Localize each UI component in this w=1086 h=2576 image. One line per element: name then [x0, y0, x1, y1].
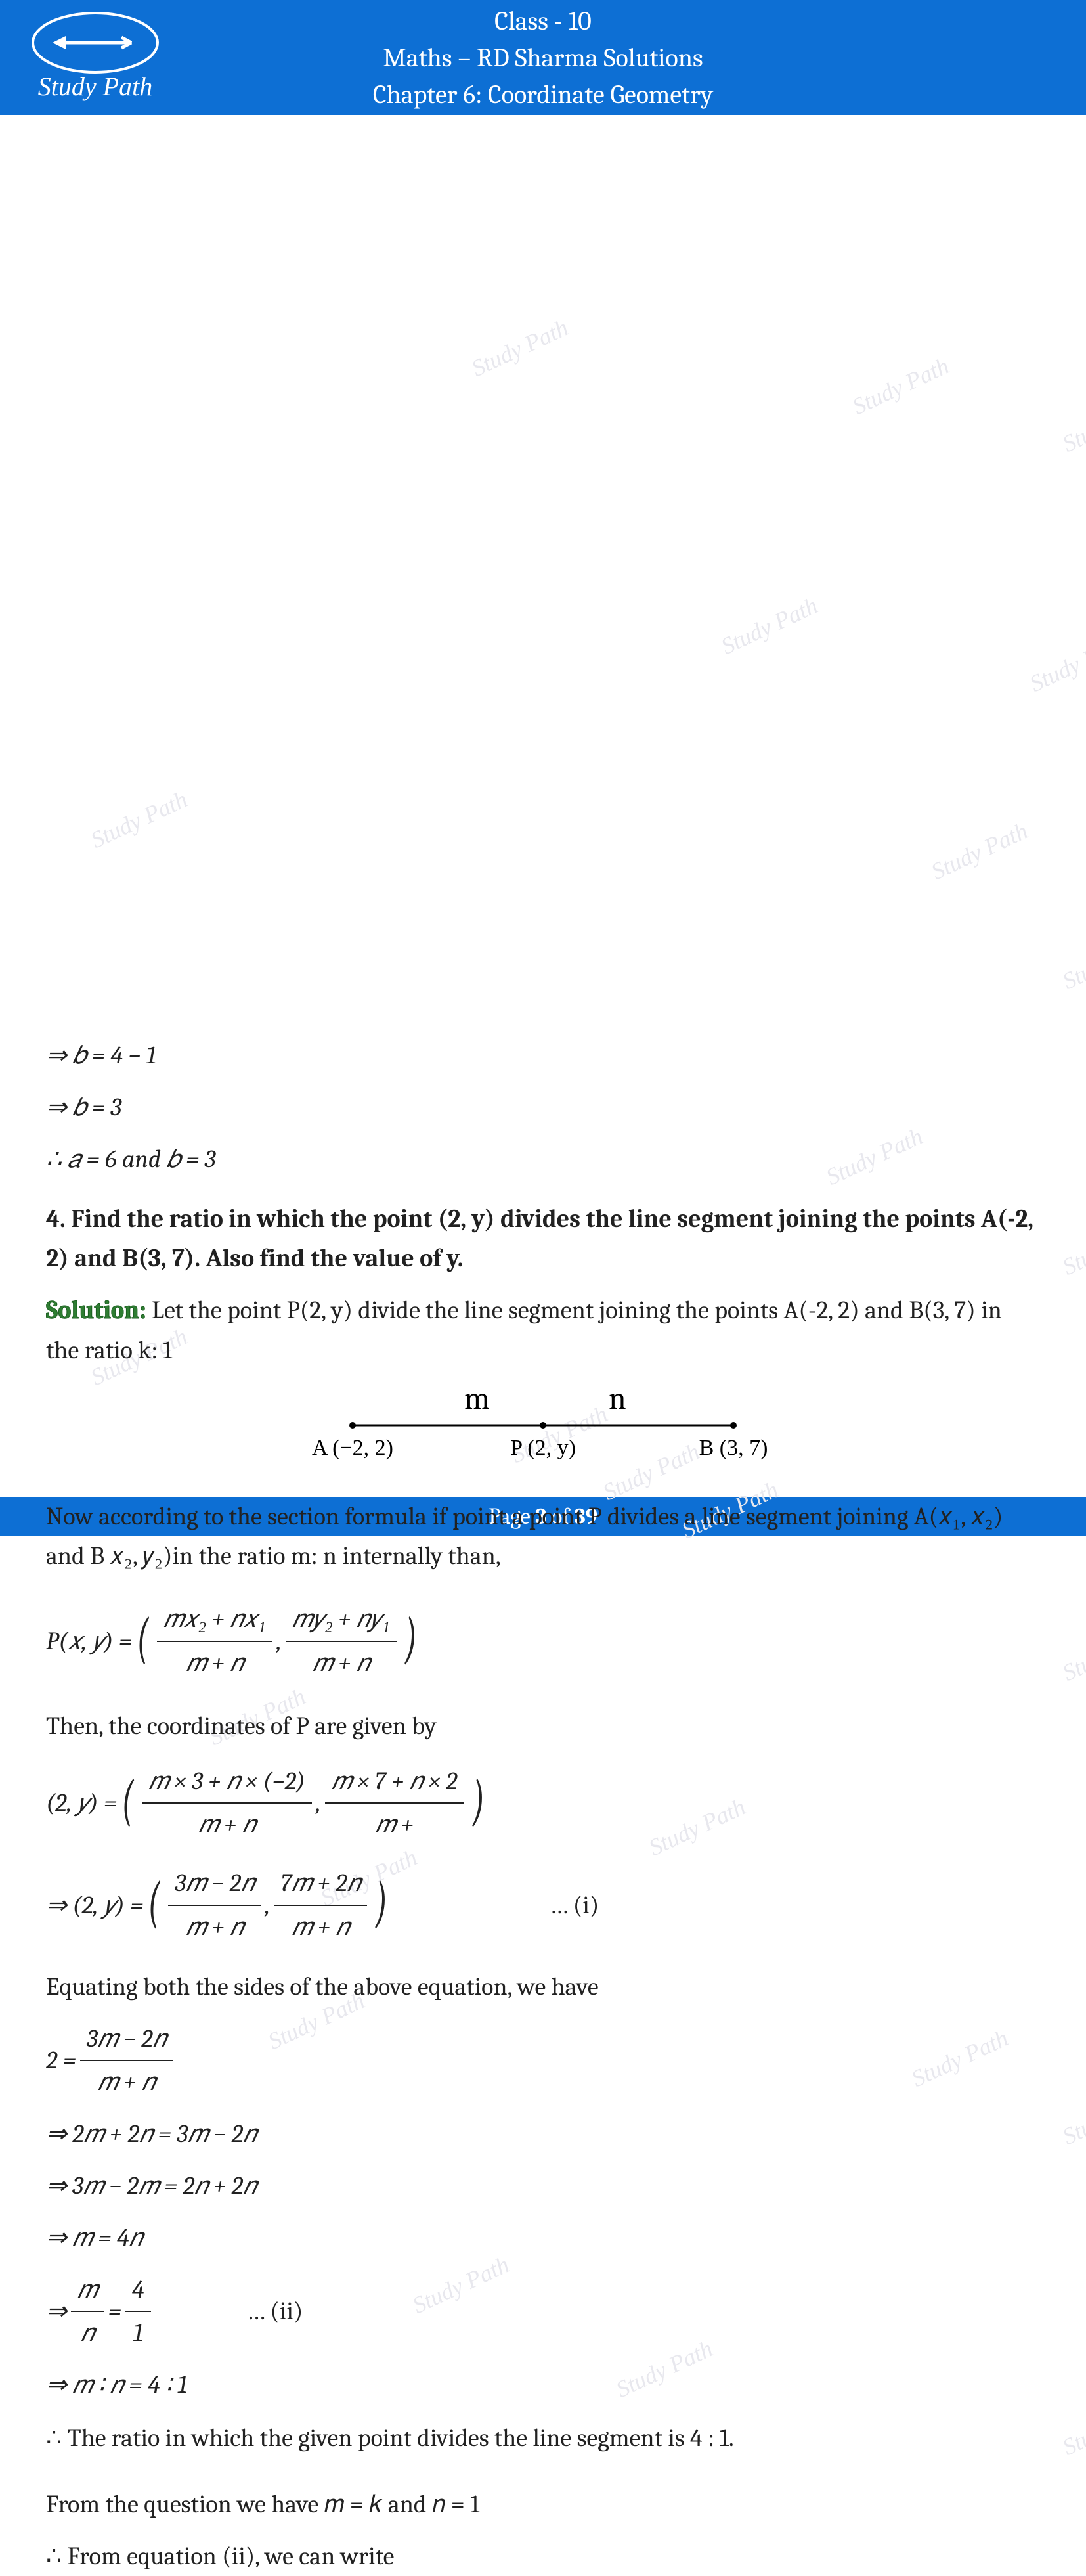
- eq-2: ⇒ 2𝑚 + 2𝑛 = 3𝑚 − 2𝑛: [46, 2114, 1040, 2154]
- comma: ,: [265, 1886, 271, 1926]
- eq-6: ⇒ 𝑚 ∶ 𝑛 = 4 ∶ 1: [46, 2365, 1040, 2405]
- coords-intro-text: Then, the coordinates of P are given by: [46, 1706, 1040, 1746]
- page-header: Study Path Class - 10 Maths – RD Sharma …: [0, 0, 1086, 115]
- eq-tag: … (i): [550, 1886, 599, 1926]
- coord-eq-1: (2, 𝑦) = ( 𝑚 × 3 + 𝑛 × (−2)𝑚 + 𝑛 , 𝑚 × 7…: [46, 1758, 1040, 1849]
- svg-text:m: m: [464, 1383, 490, 1417]
- coord-eq-2: ⇒ (2, 𝑦) = ( 3𝑚 − 2𝑛𝑚 + 𝑛 , 7𝑚 + 2𝑛𝑚 + 𝑛…: [46, 1860, 1040, 1951]
- svg-text:B (3, 7): B (3, 7): [699, 1436, 768, 1460]
- logo: Study Path: [20, 10, 171, 105]
- conclusion-1: ∴ The ratio in which the given point div…: [46, 2418, 1040, 2458]
- fraction: 7𝑚 + 2𝑛𝑚 + 𝑛: [274, 1863, 367, 1947]
- eq-lhs: ⇒ (2, 𝑦) =: [46, 1886, 143, 1926]
- eq-3: ⇒ 3𝑚 − 2𝑚 = 2𝑛 + 2𝑛: [46, 2166, 1040, 2206]
- svg-text:Study Path: Study Path: [38, 72, 152, 101]
- eq-lhs: 2 =: [46, 2041, 76, 2081]
- paren-left: (: [137, 1593, 148, 1684]
- page-content: Study Path Study Path Study Path Study P…: [0, 115, 1086, 2576]
- fraction: 𝑚𝑥₂ + 𝑛𝑥₁𝑚 + 𝑛: [157, 1599, 272, 1683]
- fraction: 𝑚𝑦₂ + 𝑛𝑦₁𝑚 + 𝑛: [286, 1599, 397, 1683]
- paren-left: (: [148, 1857, 160, 1948]
- study-path-logo-icon: Study Path: [20, 10, 171, 105]
- watermark: Study Path: [1056, 832, 1086, 1286]
- fraction: 𝑚𝑛: [71, 2270, 104, 2354]
- text-5: ∴ From equation (ii), we can write: [46, 2537, 1040, 2576]
- fraction: 3𝑚 − 2𝑛𝑚 + 𝑛: [168, 1863, 261, 1947]
- watermark: Study Path: [925, 435, 1086, 890]
- comma: ,: [276, 1622, 282, 1662]
- paren-right: ): [405, 1593, 417, 1684]
- fraction: 𝑚 × 7 + 𝑛 × 2𝑚 +: [325, 1762, 464, 1846]
- comma: ,: [316, 1783, 321, 1823]
- fraction: 𝑚 × 3 + 𝑛 × (−2)𝑚 + 𝑛: [142, 1762, 312, 1846]
- paren-right: ): [376, 1857, 387, 1948]
- text-4: From the question we have 𝑚 = 𝑘 and 𝑛 = …: [46, 2485, 1040, 2525]
- equating-text: Equating both the sides of the above equ…: [46, 1967, 1040, 2007]
- fraction: 3𝑚 − 2𝑛𝑚 + 𝑛: [80, 2019, 173, 2103]
- svg-text:n: n: [609, 1383, 626, 1417]
- eq-4: ⇒ 𝑚 = 4𝑛: [46, 2218, 1040, 2258]
- solution-intro: Solution: Let the point P(2, y) divide t…: [46, 1291, 1040, 1371]
- paren-right: ): [473, 1756, 485, 1846]
- eq-5: ⇒ 𝑚𝑛 = 41 … (ii): [46, 2270, 1040, 2354]
- line-segment-diagram: m n A (−2, 2) P (2, y) B (3, 7): [46, 1383, 1040, 1480]
- watermark: Study Path: [1056, 1237, 1086, 1692]
- question-text: 4. Find the ratio in which the point (2,…: [46, 1199, 1040, 1279]
- watermark: Study Path: [1056, 1701, 1086, 2156]
- fraction: 41: [125, 2270, 151, 2354]
- formula-lhs: P(𝑥, 𝑦) =: [46, 1622, 132, 1662]
- paren-left: (: [121, 1756, 133, 1846]
- eq-mid: =: [108, 2292, 121, 2332]
- prev-line-3: ∴ 𝑎 = 6 and 𝑏 = 3: [46, 1140, 1040, 1180]
- eq-lhs: ⇒: [46, 2292, 67, 2332]
- watermark: Study Path: [1024, 248, 1086, 703]
- watermark: Study Path: [715, 211, 1086, 665]
- eq-tag: … (ii): [247, 2292, 303, 2332]
- svg-text:P (2, y): P (2, y): [510, 1436, 576, 1460]
- solution-label: Solution:: [46, 1296, 146, 1325]
- svg-text:A (−2, 2): A (−2, 2): [312, 1436, 393, 1460]
- prev-line-1: ⇒ 𝑏 = 4 − 1: [46, 1036, 1040, 1076]
- solution-intro-text: Let the point P(2, y) divide the line se…: [46, 1296, 1002, 1365]
- watermark: Study Path: [1056, 2011, 1086, 2466]
- eq-lhs: (2, 𝑦) =: [46, 1783, 117, 1823]
- watermark: Study Path: [1056, 546, 1086, 1000]
- prev-line-2: ⇒ 𝑏 = 3: [46, 1088, 1040, 1128]
- watermark: Study Path: [85, 405, 1001, 859]
- eq-1: 2 = 3𝑚 − 2𝑛𝑚 + 𝑛: [46, 2019, 1040, 2103]
- section-formula: P(𝑥, 𝑦) = ( 𝑚𝑥₂ + 𝑛𝑥₁𝑚 + 𝑛 , 𝑚𝑦₂ + 𝑛𝑦₁𝑚 …: [46, 1596, 1040, 1687]
- section-formula-text: Now according to the section formula if …: [46, 1497, 1040, 1577]
